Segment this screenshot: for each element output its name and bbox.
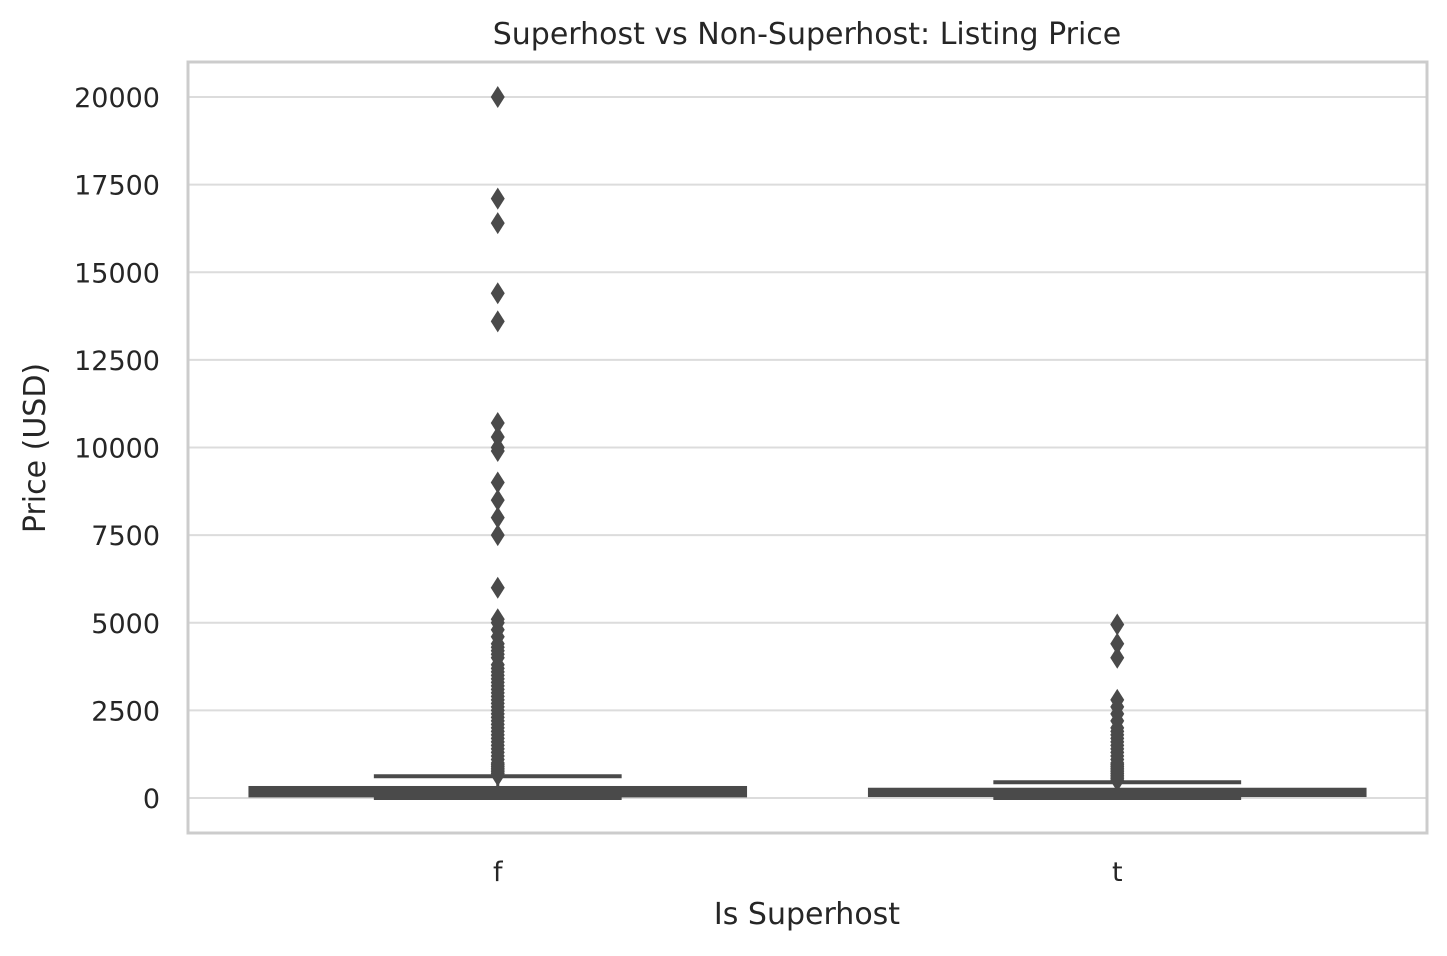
y-tick-label: 7500	[91, 521, 160, 552]
outlier-point	[490, 471, 505, 494]
y-tick-label: 2500	[91, 696, 160, 727]
outlier-point	[490, 524, 505, 547]
box-group-f	[248, 86, 748, 800]
outlier-point	[490, 86, 505, 108]
outlier-point	[490, 440, 505, 463]
outlier-point	[490, 506, 505, 529]
outlier-point	[1110, 769, 1125, 792]
x-axis-label: Is Superhost	[714, 897, 900, 932]
y-tick-label: 12500	[74, 346, 160, 377]
y-tick-label: 10000	[74, 434, 160, 465]
outlier-point	[490, 310, 505, 333]
outlier-point	[490, 489, 505, 512]
spine-layer	[186, 60, 1429, 835]
y-tick-label: 15000	[74, 258, 160, 289]
y-tick-label: 17500	[74, 171, 160, 202]
outlier-point	[490, 764, 505, 787]
tick-layer: 0 2500 5000 7500 10000 12500 15000 17500 20000 f t	[74, 83, 1122, 888]
plot-layer	[248, 86, 1367, 800]
outlier-point	[490, 576, 505, 599]
outlier-point	[490, 187, 505, 210]
y-axis-label: Price (USD)	[18, 363, 53, 533]
outlier-point	[1110, 632, 1125, 655]
chart-title: Superhost vs Non-Superhost: Listing Pric…	[493, 17, 1122, 52]
y-tick-label: 5000	[91, 609, 160, 640]
outlier-point	[490, 411, 505, 434]
y-tick-label: 0	[143, 784, 160, 815]
outlier-point	[490, 212, 505, 235]
y-tick-label: 20000	[74, 83, 160, 114]
plot-frame	[186, 60, 1429, 835]
outlier-point	[1110, 613, 1125, 636]
x-tick-label: f	[493, 857, 504, 888]
grid-layer	[188, 96, 1427, 799]
x-tick-label: t	[1112, 857, 1123, 888]
outlier-point	[1110, 646, 1125, 669]
box-group-t	[867, 613, 1367, 800]
outlier-point	[490, 282, 505, 305]
